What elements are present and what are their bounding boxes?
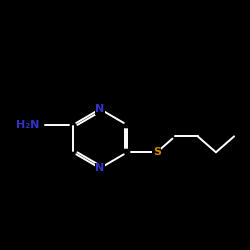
Text: H: H xyxy=(30,120,40,130)
Text: H₂N: H₂N xyxy=(16,120,40,130)
Text: S: S xyxy=(153,147,161,157)
Text: N: N xyxy=(96,104,104,114)
Text: N: N xyxy=(96,163,104,173)
